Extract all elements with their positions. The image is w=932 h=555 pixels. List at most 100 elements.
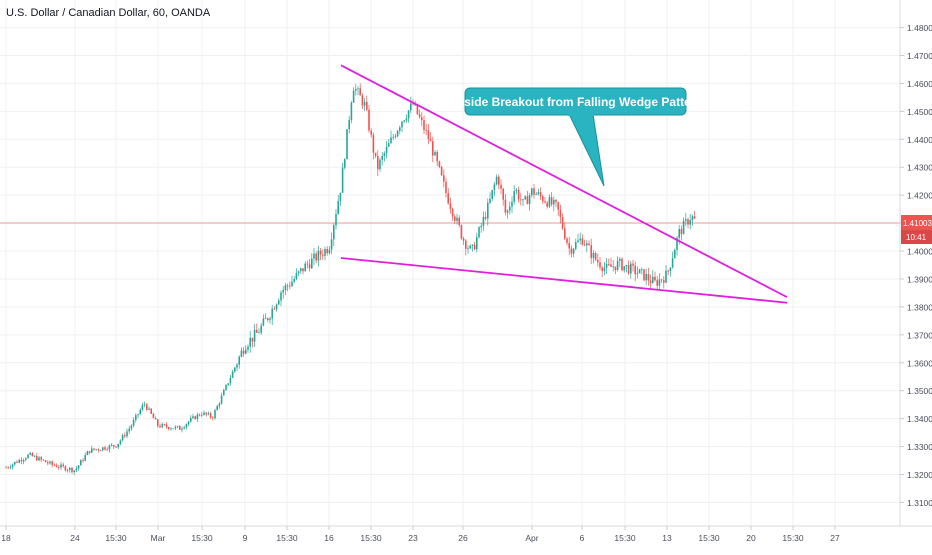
- candle-bull: [476, 237, 478, 250]
- x-tick-label: 16: [324, 533, 334, 543]
- candle-bull: [641, 269, 643, 271]
- x-tick-label: 15:30: [614, 533, 636, 543]
- candle-bull: [117, 443, 119, 448]
- countdown-box: [901, 230, 932, 245]
- candle-bear: [440, 166, 443, 176]
- candle-bull: [572, 248, 575, 254]
- candle-bear: [544, 201, 546, 203]
- candle-bull: [9, 467, 12, 469]
- candle-bear: [53, 464, 56, 466]
- candle-bull: [682, 220, 685, 235]
- candle-bull: [350, 102, 353, 120]
- candle-bear: [36, 455, 38, 461]
- candle-bull: [196, 414, 199, 420]
- candle-bear: [267, 318, 269, 321]
- candle-bear: [649, 280, 652, 284]
- candle-bear: [627, 264, 630, 274]
- candle-bull: [214, 410, 216, 419]
- countdown-value: 10:41: [906, 233, 927, 242]
- candle-bear: [51, 461, 53, 465]
- candle-bull: [385, 146, 388, 154]
- candle-bull: [434, 152, 436, 156]
- candle-bull: [399, 127, 401, 131]
- candle-bull: [405, 118, 408, 121]
- candle-bull: [638, 269, 641, 274]
- candle-bear: [150, 408, 152, 414]
- candle-bull: [317, 250, 320, 261]
- x-tick-label: 18: [1, 533, 11, 543]
- candle-bear: [146, 404, 148, 410]
- y-tick-label: 1.36000: [907, 358, 932, 368]
- candle-bull: [192, 416, 194, 418]
- candle-bear: [550, 197, 553, 205]
- candle-bull: [491, 190, 493, 199]
- candle-bear: [194, 416, 196, 420]
- candle-bear: [42, 459, 45, 461]
- candle-bull: [394, 136, 397, 138]
- x-tick-label: 23: [408, 533, 418, 543]
- candle-bear: [159, 425, 161, 428]
- candle-bull: [344, 159, 346, 168]
- candle-bull: [183, 427, 185, 429]
- candle-bear: [374, 152, 377, 157]
- candle-bear: [667, 270, 669, 272]
- candle-bear: [542, 196, 544, 202]
- candle-bull: [25, 458, 27, 460]
- candle-bear: [82, 460, 84, 461]
- candle-bear: [40, 457, 42, 460]
- candle-bear: [590, 245, 592, 258]
- candle-bull: [176, 426, 179, 427]
- x-tick-label: 13: [662, 533, 672, 543]
- candle-bull: [383, 153, 386, 156]
- candle-bull: [403, 120, 405, 122]
- y-tick-label: 1.34000: [907, 414, 932, 424]
- candle-bear: [377, 156, 379, 170]
- candle-bull: [231, 371, 234, 378]
- candle-bear: [5, 467, 7, 469]
- candle-bear: [209, 413, 212, 418]
- candle-bull: [469, 245, 471, 249]
- candle-bear: [517, 189, 520, 200]
- candle-bull: [139, 409, 141, 415]
- candle-bear: [663, 280, 665, 283]
- candle-bear: [610, 264, 612, 267]
- candle-bull: [75, 468, 78, 471]
- candle-bear: [322, 254, 324, 256]
- candle-bear: [64, 466, 67, 471]
- candle-bull: [218, 403, 221, 406]
- y-tick-label: 1.33000: [907, 442, 932, 452]
- candle-bear: [500, 184, 502, 189]
- candle-bull: [262, 318, 265, 326]
- candle-bull: [201, 414, 203, 416]
- candle-bear: [473, 244, 476, 250]
- candle-bull: [69, 467, 71, 470]
- candle-bear: [526, 196, 529, 205]
- candle-bull: [143, 404, 146, 406]
- price-tag-box: [901, 215, 932, 231]
- candle-bull: [553, 199, 555, 205]
- candle-bull: [264, 318, 267, 320]
- candle-bear: [71, 467, 73, 473]
- candle-bull: [161, 424, 163, 428]
- candle-bear: [251, 337, 254, 342]
- candle-bull: [38, 457, 40, 461]
- candle-bull: [11, 464, 14, 468]
- candle-bear: [368, 109, 370, 131]
- candle-bull: [185, 424, 188, 428]
- candle-bull: [190, 417, 192, 422]
- candle-bear: [106, 449, 108, 451]
- candle-bull: [355, 88, 357, 91]
- candle-bear: [445, 181, 447, 194]
- candle-bear: [425, 130, 427, 131]
- candle-bear: [20, 459, 23, 462]
- candle-bear: [564, 228, 566, 239]
- candle-bull: [33, 455, 36, 457]
- candle-bear: [165, 424, 168, 428]
- candle-bull: [258, 332, 260, 334]
- candle-bear: [484, 216, 487, 219]
- annotation-callout[interactable]: Upside Breakout from Falling Wedge Patte…: [448, 87, 703, 187]
- candle-bear: [163, 424, 166, 425]
- candle-bear: [568, 243, 570, 249]
